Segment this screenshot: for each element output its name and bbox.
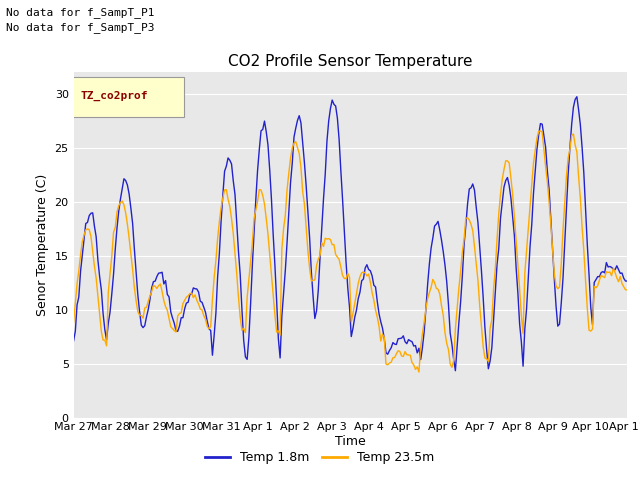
X-axis label: Time: Time bbox=[335, 435, 366, 448]
Temp 1.8m bbox=[150, 279, 157, 285]
Temp 1.8m bbox=[623, 278, 631, 284]
Temp 23.5m bbox=[526, 204, 534, 209]
Line: Temp 23.5m: Temp 23.5m bbox=[74, 131, 627, 372]
Temp 23.5m bbox=[623, 287, 631, 293]
Y-axis label: Senor Temperature (C): Senor Temperature (C) bbox=[36, 174, 49, 316]
Temp 23.5m bbox=[150, 283, 157, 288]
Temp 23.5m bbox=[415, 369, 423, 375]
Text: TZ_co2prof: TZ_co2prof bbox=[80, 91, 148, 101]
Temp 23.5m bbox=[559, 228, 567, 233]
Title: CO2 Profile Sensor Temperature: CO2 Profile Sensor Temperature bbox=[228, 54, 473, 70]
Temp 23.5m bbox=[70, 319, 77, 325]
Temp 23.5m bbox=[469, 228, 477, 233]
Temp 1.8m bbox=[526, 244, 534, 250]
Temp 1.8m bbox=[452, 368, 460, 373]
Temp 23.5m bbox=[536, 128, 544, 134]
Temp 1.8m bbox=[70, 338, 77, 344]
Temp 1.8m bbox=[462, 223, 470, 228]
Text: No data for f_SampT_P3: No data for f_SampT_P3 bbox=[6, 22, 155, 33]
Temp 1.8m bbox=[356, 289, 364, 295]
Legend: Temp 1.8m, Temp 23.5m: Temp 1.8m, Temp 23.5m bbox=[200, 446, 440, 469]
Temp 1.8m bbox=[557, 300, 565, 306]
Temp 23.5m bbox=[356, 274, 364, 279]
Line: Temp 1.8m: Temp 1.8m bbox=[74, 97, 627, 371]
Temp 1.8m bbox=[469, 181, 477, 187]
FancyBboxPatch shape bbox=[71, 77, 184, 117]
Temp 1.8m bbox=[573, 94, 580, 100]
Text: No data for f_SampT_P1: No data for f_SampT_P1 bbox=[6, 7, 155, 18]
Temp 23.5m bbox=[462, 216, 470, 221]
